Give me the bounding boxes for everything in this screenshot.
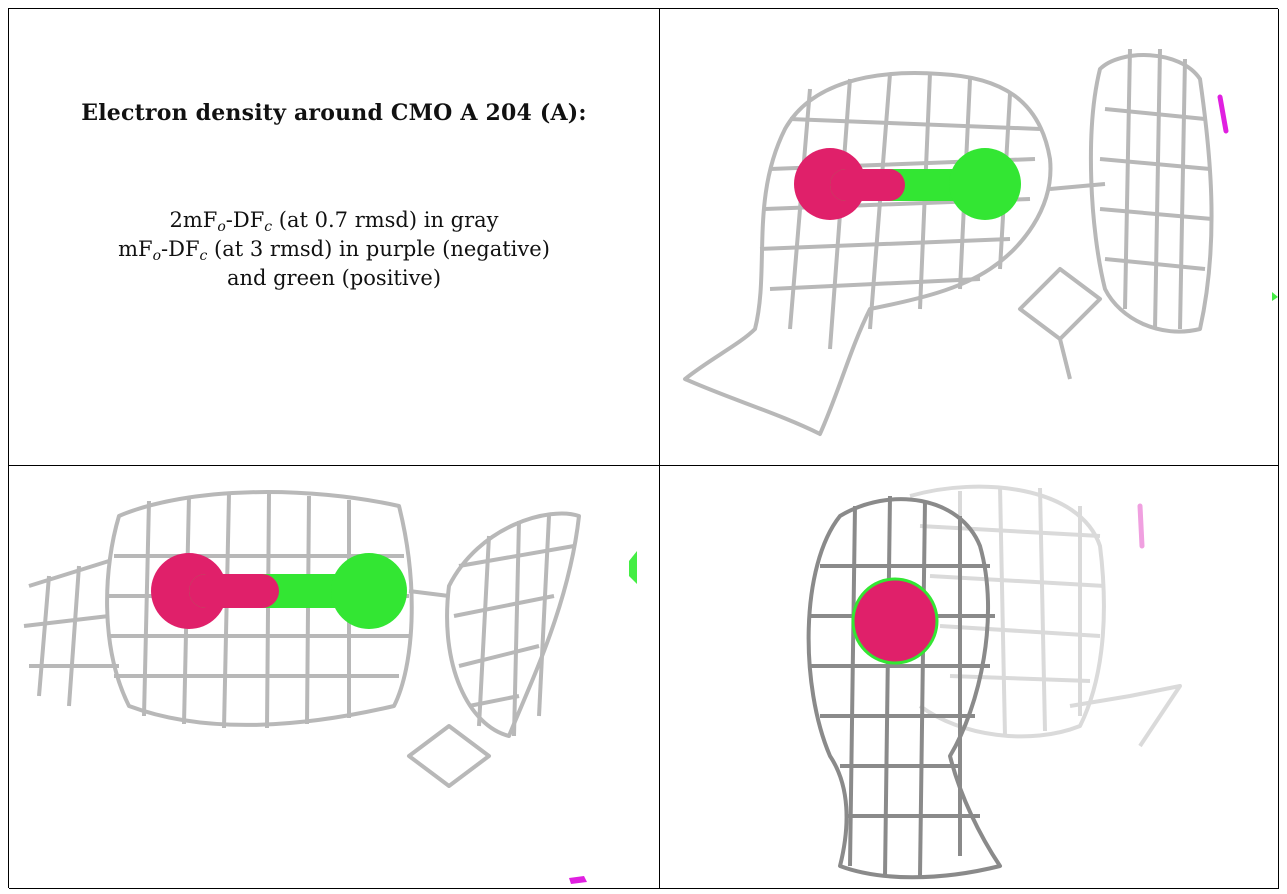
negative-density-blob [569, 876, 587, 884]
legend-text: 2mFo-DFc (at 0.7 rmsd) in gray mFo-DFc (… [9, 206, 659, 293]
carbon-atom [331, 553, 407, 629]
density-view-2 [9, 466, 660, 889]
legend-line-colors: and green (positive) [226, 266, 442, 290]
density-image-2 [23, 490, 637, 884]
positive-density-blob [1272, 292, 1278, 301]
oxygen-atom [851, 577, 939, 665]
bond-oxygen-half [830, 169, 905, 201]
caption-cell: Electron density around CMO A 204 (A): 2… [9, 9, 660, 466]
oxygen-atom [794, 148, 866, 220]
negative-density-blob [1137, 503, 1145, 549]
legend-line-fo: mFo-DFc (at 3 rmsd) in purple (negative) [118, 237, 550, 264]
density-image-1 [683, 48, 1278, 436]
mesh-2fofc [23, 490, 581, 788]
figure-table: Electron density around CMO A 204 (A): 2… [8, 8, 1279, 889]
bond-oxygen-half [189, 574, 279, 608]
carbon-atom [949, 148, 1021, 220]
mesh-2fofc [683, 48, 1214, 436]
positive-density-blob [629, 551, 637, 584]
mesh-2fofc-front [806, 495, 1002, 880]
legend-line-2fo: 2mFo-DFc (at 0.7 rmsd) in gray [169, 208, 499, 235]
density-view-1 [660, 9, 1279, 466]
density-image-3 [806, 484, 1182, 880]
caption-title: Electron density around CMO A 204 (A): [81, 100, 587, 126]
negative-density-blob [1217, 94, 1229, 134]
density-view-3 [660, 466, 1279, 889]
